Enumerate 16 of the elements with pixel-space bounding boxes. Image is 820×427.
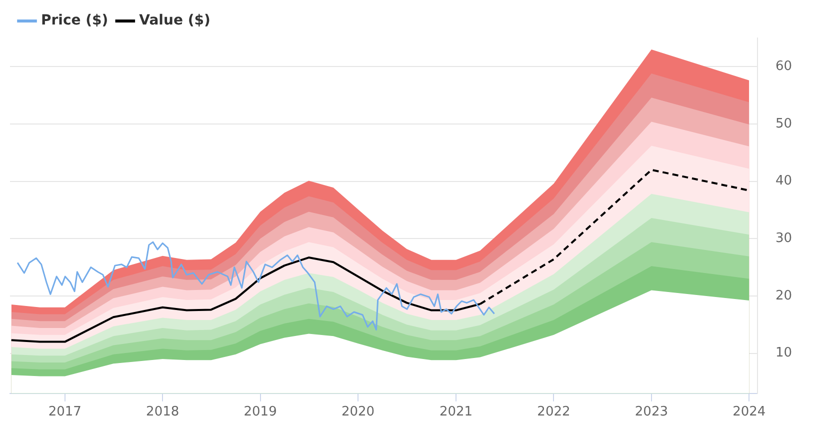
y-tick-label: 20 (775, 288, 792, 304)
x-tick-label: 2023 (634, 404, 668, 420)
x-tick-label: 2017 (48, 404, 82, 420)
x-tick-label: 2020 (341, 404, 375, 420)
x-tick-label: 2022 (537, 404, 570, 420)
x-tick-label: 2024 (732, 404, 766, 420)
legend-label: Value ($) (139, 12, 210, 29)
y-tick-label: 50 (775, 116, 792, 132)
x-tick-label: 2021 (439, 404, 473, 420)
y-tick-label: 60 (775, 59, 792, 74)
x-tick-label: 2019 (244, 404, 277, 420)
x-tick-label: 2018 (146, 404, 180, 420)
legend-label: Price ($) (41, 12, 108, 29)
y-tick-label: 30 (775, 231, 792, 246)
y-tick-label: 40 (775, 174, 792, 189)
y-tick-label: 10 (775, 346, 792, 361)
